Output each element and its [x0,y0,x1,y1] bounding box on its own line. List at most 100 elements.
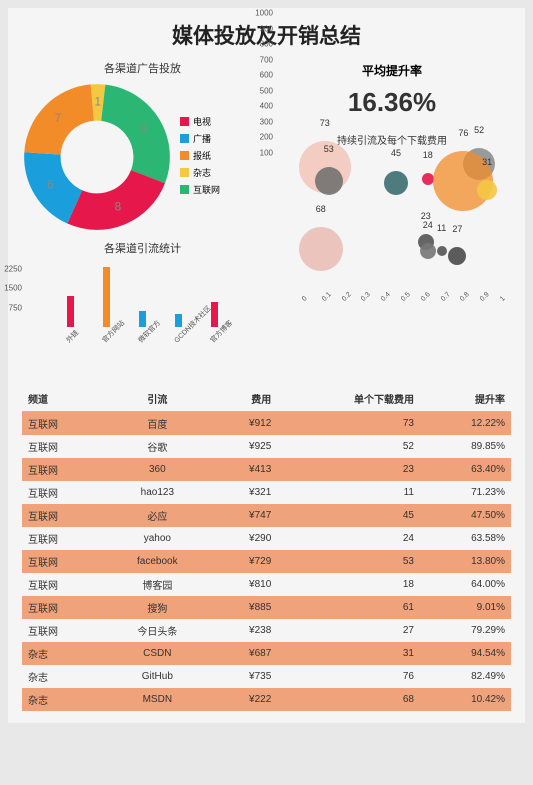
bubble-label: 11 [437,223,446,233]
table-cell: ¥729 [209,550,277,573]
bubble-y-tick: 1000 [247,9,273,18]
table-cell: 互联网 [22,619,105,642]
table-cell: 杂志 [22,688,105,711]
table-cell: 杂志 [22,665,105,688]
table-cell: 互联网 [22,412,105,436]
table-cell: 必应 [105,504,209,527]
table-cell: 互联网 [22,481,105,504]
legend-label: 互联网 [193,183,220,196]
bubble-label: 24 [423,220,433,230]
table-cell: 63.58% [420,527,511,550]
table-row: 杂志CSDN¥6873194.54% [22,642,511,665]
right-column: 平均提升率 16.36% 持续引流及每个下载费用 100200300400500… [273,60,511,372]
table-cell: 71.23% [420,481,511,504]
legend-item: 杂志 [180,166,220,179]
table-cell: 互联网 [22,596,105,619]
bubble-x-tick: 0 [301,295,309,303]
table-cell: 94.54% [420,642,511,665]
donut-slice-label: 7 [55,112,62,125]
bar-y-tick: 2250 [0,264,22,273]
table-cell: 31 [277,642,420,665]
table-cell: 百度 [105,412,209,436]
table-cell: ¥413 [209,458,277,481]
bubble-y-tick: 500 [247,86,273,95]
table-cell: ¥687 [209,642,277,665]
table-cell: ¥735 [209,665,277,688]
table-cell: ¥912 [209,412,277,436]
donut-legend: 电视广播报纸杂志互联网 [180,115,220,200]
bubble-point [315,167,343,195]
bubble-point [420,243,436,259]
table-cell: ¥885 [209,596,277,619]
bubble-point [448,247,466,265]
bubble-label: 68 [316,204,326,214]
bar [175,314,182,327]
bubble-chart: 1002003004005006007008009001000 73534518… [273,153,511,328]
table-cell: 10.42% [420,688,511,711]
bubble-y-tick: 600 [247,71,273,80]
bar-section: 各渠道引流统计 75015002250 外链官方网站微软官方GCDN技术社区官方… [22,240,263,372]
legend-label: 杂志 [193,166,211,179]
legend-swatch [180,168,189,177]
bubble-y-tick: 700 [247,55,273,64]
table-row: 互联网必应¥7474547.50% [22,504,511,527]
table-cell: 9.01% [420,596,511,619]
donut-slice-label: 8 [115,201,122,214]
donut-slice [101,85,170,184]
table-cell: 89.85% [420,435,511,458]
bubble-point [422,173,434,185]
table-cell: ¥290 [209,527,277,550]
table-cell: 23 [277,458,420,481]
legend-label: 电视 [193,115,211,128]
table-cell: 360 [105,458,209,481]
table-cell: 13.80% [420,550,511,573]
table-cell: 82.49% [420,665,511,688]
dashboard-page: 媒体投放及开销总结 各渠道广告投放 19867 电视广播报纸杂志互联网 各渠道引… [8,8,525,723]
table-row: 互联网今日头条¥2382779.29% [22,619,511,642]
table-cell: 45 [277,504,420,527]
table-cell: 76 [277,665,420,688]
table-cell: 杂志 [22,642,105,665]
table-cell: ¥222 [209,688,277,711]
donut-title: 各渠道广告投放 [22,60,263,76]
legend-label: 报纸 [193,149,211,162]
table-header-row: 频道引流费用单个下载费用提升率 [22,386,511,412]
legend-swatch [180,134,189,143]
left-column: 各渠道广告投放 1 9 8 6 7 电视广播报纸杂志互联网 各渠道引流统计 750150… [22,60,263,372]
table-row: 互联网hao123¥3211171.23% [22,481,511,504]
table-cell: 博客园 [105,573,209,596]
bubble-y-tick: 300 [247,117,273,126]
bar [211,302,218,327]
bubble-y-tick: 800 [247,40,273,49]
bubble-point [299,227,343,271]
bubble-point [437,246,447,256]
table-cell: 互联网 [22,435,105,458]
donut-slice-label: 6 [47,178,54,191]
table-cell: 47.50% [420,504,511,527]
bar-title: 各渠道引流统计 [22,240,263,256]
legend-item: 电视 [180,115,220,128]
bar [103,267,110,327]
table-cell: 63.40% [420,458,511,481]
table-row: 互联网谷歌¥9255289.85% [22,435,511,458]
table-cell: 今日头条 [105,619,209,642]
legend-swatch [180,185,189,194]
legend-item: 广播 [180,132,220,145]
table-cell: 互联网 [22,550,105,573]
bubble-label: 53 [324,144,334,154]
table-row: 互联网yahoo¥2902463.58% [22,527,511,550]
table-section: 频道引流费用单个下载费用提升率 互联网百度¥9127312.22%互联网谷歌¥9… [22,386,511,711]
donut-slice-label: 9 [141,122,148,135]
table-cell: 18 [277,573,420,596]
table-cell: ¥238 [209,619,277,642]
legend-item: 互联网 [180,183,220,196]
bar [139,311,146,327]
legend-label: 广播 [193,132,211,145]
bar-y-tick: 750 [0,303,22,312]
table-header: 费用 [209,386,277,412]
table-cell: 24 [277,527,420,550]
donut-slice-label: 1 [94,96,101,109]
legend-item: 报纸 [180,149,220,162]
bar-chart: 75015002250 外链官方网站微软官方GCDN技术社区官方博客 [22,262,242,372]
lift-title: 平均提升率 [273,62,511,79]
